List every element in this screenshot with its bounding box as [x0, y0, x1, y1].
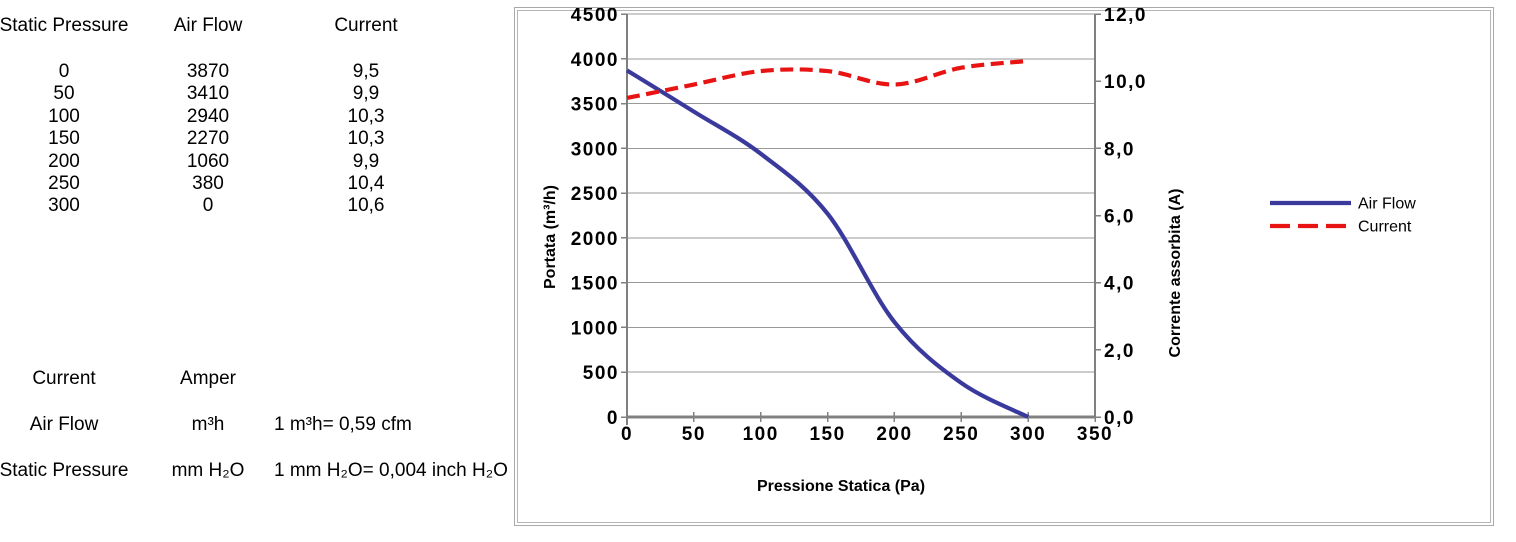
table-cell[interactable]: 50 — [53, 83, 75, 105]
y-tick-label-right: 2,0 — [1104, 341, 1135, 362]
table-cell[interactable]: 2270 — [186, 128, 230, 150]
table-cell[interactable]: 9,9 — [352, 150, 380, 172]
unit-row-note: 1 m³h= 0,59 cfm — [274, 414, 412, 435]
x-axis-title: Pressione Statica (Pa) — [757, 478, 925, 495]
table-cell[interactable]: 200 — [48, 150, 80, 172]
table-header-air-flow: Air Flow — [173, 15, 243, 36]
table-cell[interactable]: 10,6 — [347, 195, 385, 217]
axis-titles: Pressione Statica (Pa) Portata (m³/h) Corr… — [542, 185, 1184, 495]
table-cell[interactable]: 10,4 — [347, 173, 385, 194]
unit-row-note: 1 mm H₂O= 0,004 inch H₂O — [274, 460, 508, 481]
table-header-current: Current — [334, 15, 398, 36]
table-cell[interactable]: 150 — [48, 128, 80, 150]
table-cell[interactable]: 0 — [58, 61, 70, 82]
y-tick-label-right: 6,0 — [1104, 207, 1135, 228]
y-tick-label-left: 4000 — [571, 50, 619, 71]
table-cell[interactable]: 1060 — [186, 150, 230, 172]
table-cell[interactable]: 10,3 — [347, 128, 385, 150]
chart-object[interactable]: 4500 4000 3500 3000 2500 2000 1500 1000 500 0 12,0… — [514, 7, 1494, 526]
x-tick-label: 350 — [1077, 424, 1113, 445]
table-header-static-pressure: Static Pressure — [0, 15, 129, 36]
y-tick-label-right: 0,0 — [1104, 408, 1135, 429]
legend-label-current: Current — [1358, 219, 1412, 236]
unit-row-unit: Amper — [180, 368, 236, 389]
y-tick-label-left: 2500 — [571, 184, 619, 205]
table-cell[interactable]: 3870 — [186, 61, 230, 82]
x-tick-label: 50 — [682, 424, 706, 445]
table-cell[interactable]: 9,5 — [352, 61, 380, 82]
y-tick-label-right: 12,0 — [1104, 8, 1147, 26]
chart-legend: Air Flow Current — [1270, 196, 1416, 236]
x-tick-label: 200 — [876, 424, 912, 445]
table-cell[interactable]: 10,3 — [347, 105, 385, 127]
y-axis-title-right: Corrente assorbita (A) — [1167, 189, 1184, 358]
y-axis-title-left: Portata (m³/h) — [542, 185, 559, 289]
y-tick-label-left: 1000 — [571, 318, 619, 339]
table-cell[interactable]: 9,9 — [352, 83, 380, 105]
y-tick-label-left: 4500 — [571, 8, 619, 26]
chart-canvas: 45004000350030002500200015001000500012,0… — [542, 8, 1416, 495]
y-tick-label-left: 0 — [607, 408, 619, 429]
table-cell[interactable]: 250 — [48, 173, 80, 194]
unit-row-label: Static Pressure — [0, 460, 129, 481]
y-tick-label-right: 10,0 — [1104, 72, 1147, 93]
axes — [621, 13, 1101, 425]
air-flow-line — [625, 68, 1030, 419]
x-tick-label: 250 — [943, 424, 979, 445]
table-cell[interactable]: 380 — [192, 173, 224, 194]
legend-label-air-flow: Air Flow — [1358, 196, 1416, 213]
table-cell[interactable]: 3410 — [186, 83, 230, 105]
gridlines — [627, 13, 1095, 418]
y-tick-label-left: 2000 — [571, 229, 619, 250]
unit-row-unit: m³h — [191, 414, 225, 435]
y-tick-label-left: 1500 — [571, 274, 619, 295]
x-tick-label: 150 — [809, 424, 845, 445]
current-line — [626, 58, 1029, 101]
y-tick-label-right: 8,0 — [1104, 139, 1135, 160]
unit-row-label: Current — [32, 368, 96, 389]
x-tick-label: 300 — [1010, 424, 1046, 445]
table-cell[interactable]: 0 — [202, 195, 214, 217]
table-cell[interactable]: 300 — [48, 195, 80, 217]
y-tick-label-right: 4,0 — [1104, 274, 1135, 295]
table-cell[interactable]: 2940 — [186, 105, 230, 127]
unit-row-label: Air Flow — [29, 414, 99, 435]
y-tick-label-left: 3500 — [571, 95, 619, 116]
table-cell[interactable]: 100 — [48, 105, 80, 127]
x-tick-label: 0 — [621, 424, 633, 445]
y-tick-label-left: 3000 — [571, 139, 619, 160]
x-tick-label: 100 — [743, 424, 779, 445]
tick-labels: 45004000350030002500200015001000500012,0… — [571, 8, 1147, 445]
unit-row-unit: mm H₂O — [171, 460, 245, 481]
y-tick-label-left: 500 — [583, 363, 619, 384]
